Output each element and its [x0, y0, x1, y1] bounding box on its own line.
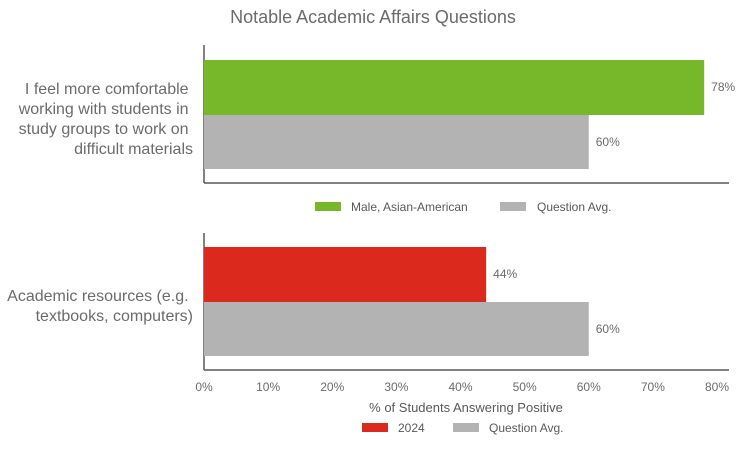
x-tick-label: 40% — [448, 380, 472, 394]
data-label-question-avg-1: 60% — [596, 135, 620, 149]
legend-1: Male, Asian-American Question Avg. — [315, 200, 612, 214]
x-tick-label: 80% — [705, 380, 729, 394]
legend-swatch-male-asian-american — [315, 202, 341, 211]
question-label-1: I feel more comfortable working with stu… — [18, 81, 193, 158]
data-label-question-avg-2: 60% — [596, 322, 620, 336]
chart-title: Notable Academic Affairs Questions — [230, 7, 516, 27]
question-label-2: Academic resources (e.g. textbooks, comp… — [7, 288, 193, 325]
x-axis-title: % of Students Answering Positive — [369, 400, 563, 415]
legend-label-question-avg-1: Question Avg. — [537, 200, 612, 214]
data-label-male-asian-american: 78% — [711, 80, 735, 94]
x-axis-ticks: 0% 10% 20% 30% 40% 50% 60% 70% 80% — [195, 380, 729, 394]
x-tick-label: 30% — [384, 380, 408, 394]
x-tick-label: 0% — [195, 380, 213, 394]
x-tick-label: 70% — [641, 380, 665, 394]
legend-label-male-asian-american: Male, Asian-American — [351, 200, 468, 214]
panel-2: Academic resources (e.g. textbooks, comp… — [7, 233, 729, 371]
x-tick-label: 10% — [256, 380, 280, 394]
x-tick-label: 20% — [320, 380, 344, 394]
legend-swatch-2024 — [362, 423, 388, 432]
x-tick-label: 60% — [577, 380, 601, 394]
legend-2: 2024 Question Avg. — [362, 421, 564, 435]
bar-male-asian-american — [204, 60, 705, 115]
legend-swatch-question-avg-2 — [453, 423, 479, 432]
bar-question-avg-2 — [204, 302, 589, 356]
data-label-2024: 44% — [493, 267, 517, 281]
legend-label-question-avg-2: Question Avg. — [489, 421, 564, 435]
legend-label-2024: 2024 — [398, 421, 425, 435]
bar-question-avg-1 — [204, 115, 589, 169]
legend-swatch-question-avg-1 — [500, 202, 526, 211]
panel-1: I feel more comfortable working with stu… — [18, 45, 736, 184]
bar-2024 — [204, 247, 487, 302]
x-tick-label: 50% — [513, 380, 537, 394]
